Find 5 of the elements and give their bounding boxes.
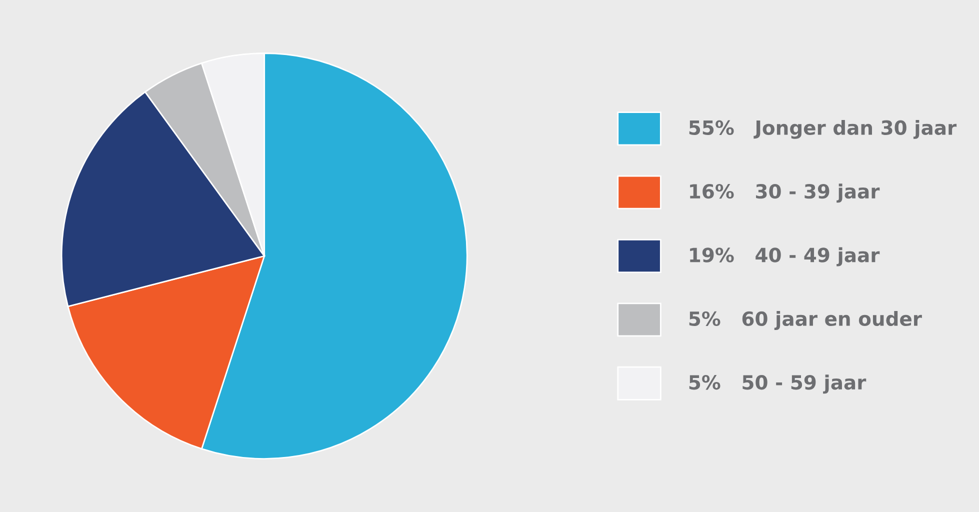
legend-label: 55% Jonger dan 30 jaar bbox=[689, 120, 957, 139]
legend-label: 5% 50 - 59 jaar bbox=[689, 374, 866, 394]
legend-label: 19% 40 - 49 jaar bbox=[690, 247, 880, 266]
legend-label: 16% 30 - 39 jaar bbox=[690, 184, 880, 203]
legend-label: 5% 60 jaar en ouder bbox=[689, 310, 922, 330]
